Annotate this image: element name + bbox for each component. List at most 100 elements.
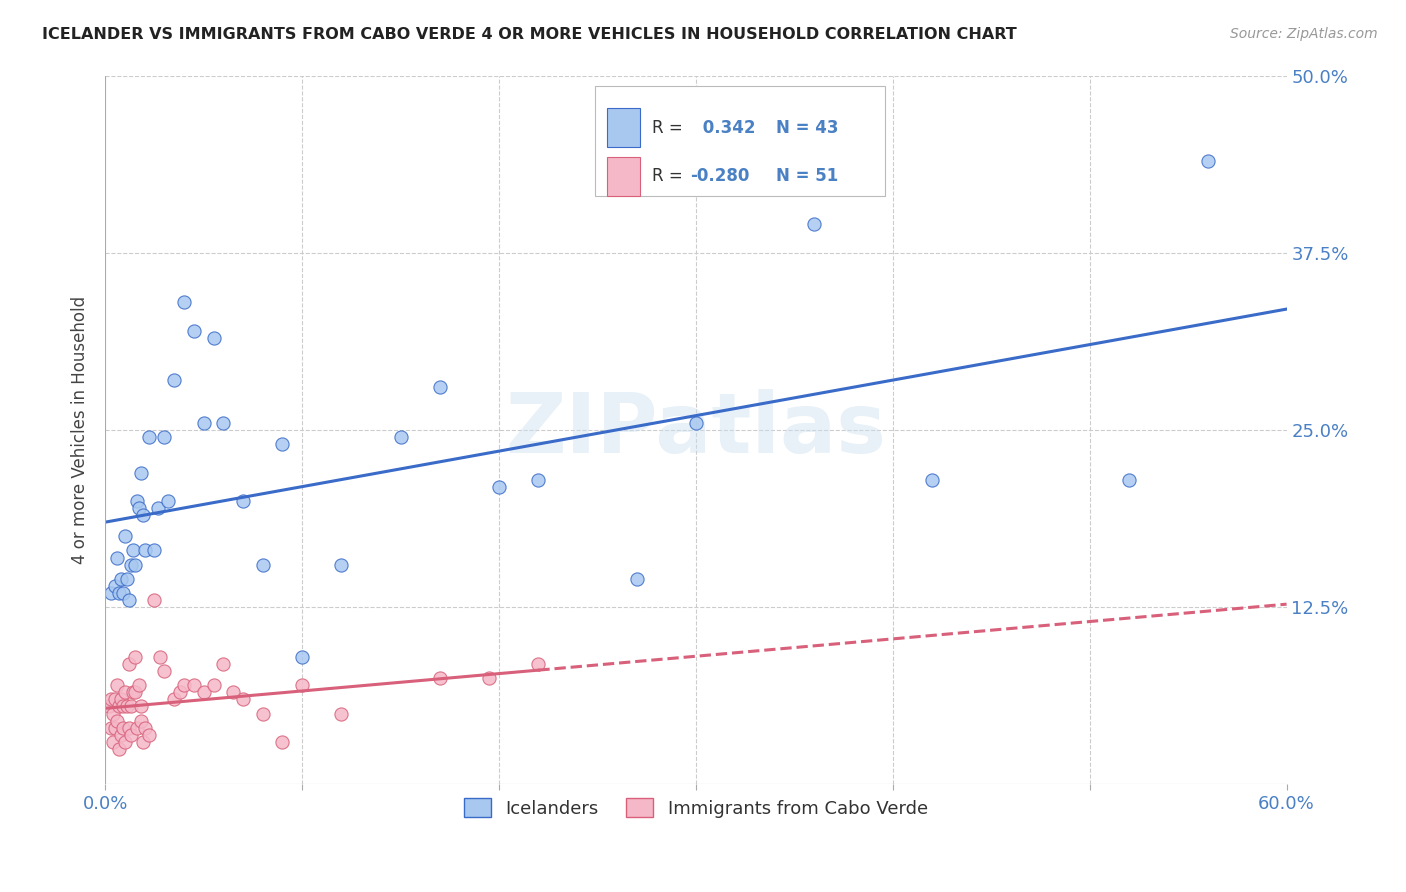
Point (527, 657, 550, 671)
Point (153, 664, 176, 678)
Point (1197, 153, 1219, 168)
Point (271, 437, 294, 451)
Point (114, 735, 136, 749)
Point (129, 466, 152, 480)
Text: 0.342: 0.342 (697, 119, 755, 136)
FancyBboxPatch shape (596, 87, 884, 196)
Point (173, 678, 195, 692)
Point (138, 430, 160, 444)
Point (120, 728, 142, 742)
Point (193, 416, 215, 430)
Point (118, 593, 141, 607)
Text: ZIPatlas: ZIPatlas (505, 390, 886, 470)
Legend: Icelanders, Immigrants from Cabo Verde: Icelanders, Immigrants from Cabo Verde (457, 791, 935, 825)
Y-axis label: 4 or more Vehicles in Household: 4 or more Vehicles in Household (72, 296, 89, 564)
Point (222, 685, 245, 699)
Point (148, 500, 170, 515)
Point (104, 721, 127, 735)
Text: R =: R = (652, 168, 688, 186)
Text: N = 43: N = 43 (776, 119, 839, 136)
Point (131, 735, 153, 749)
Point (271, 735, 294, 749)
Text: ICELANDER VS IMMIGRANTS FROM CABO VERDE 4 OR MORE VEHICLES IN HOUSEHOLD CORRELAT: ICELANDER VS IMMIGRANTS FROM CABO VERDE … (42, 27, 1017, 42)
Point (921, 473, 943, 487)
Point (803, 218, 825, 232)
Text: N = 51: N = 51 (776, 168, 838, 186)
Point (118, 721, 141, 735)
Point (157, 494, 180, 508)
Point (527, 473, 550, 487)
Point (626, 572, 648, 586)
Point (169, 685, 191, 699)
Point (131, 508, 153, 522)
Point (173, 295, 195, 310)
Point (193, 685, 215, 699)
Point (104, 579, 127, 593)
Point (202, 331, 225, 345)
Point (111, 586, 134, 600)
Point (118, 657, 141, 671)
Point (105, 714, 128, 728)
Point (143, 543, 166, 558)
Point (128, 500, 150, 515)
Point (183, 324, 205, 338)
Point (100, 586, 122, 600)
Point (685, 416, 707, 430)
Point (1118, 473, 1140, 487)
Point (389, 430, 412, 444)
Point (115, 572, 138, 586)
Point (183, 678, 205, 692)
Point (429, 671, 451, 685)
Point (232, 494, 254, 508)
Point (121, 543, 143, 558)
Point (153, 430, 176, 444)
Point (124, 558, 146, 572)
Point (120, 699, 142, 714)
Point (163, 373, 186, 387)
Point (291, 649, 314, 664)
Bar (607, 157, 640, 195)
Point (134, 721, 156, 735)
Point (108, 586, 131, 600)
Point (212, 416, 235, 430)
Point (120, 558, 142, 572)
Point (202, 678, 225, 692)
Point (105, 550, 128, 565)
Point (129, 714, 152, 728)
Point (138, 728, 160, 742)
Point (111, 699, 134, 714)
Point (105, 678, 128, 692)
Point (115, 699, 138, 714)
Point (104, 692, 127, 706)
Point (291, 678, 314, 692)
Point (98, 699, 121, 714)
Point (114, 529, 136, 543)
Point (212, 657, 235, 671)
Text: Source: ZipAtlas.com: Source: ZipAtlas.com (1230, 27, 1378, 41)
Point (128, 678, 150, 692)
Point (110, 572, 132, 586)
Point (111, 721, 134, 735)
Point (101, 735, 124, 749)
Point (330, 706, 353, 721)
Text: R =: R = (652, 119, 688, 136)
Point (232, 692, 254, 706)
Point (252, 558, 274, 572)
Point (252, 706, 274, 721)
Point (125, 494, 148, 508)
Point (108, 699, 131, 714)
Point (129, 699, 152, 714)
Point (429, 380, 451, 394)
Point (163, 692, 186, 706)
Point (108, 742, 131, 756)
Point (100, 692, 122, 706)
Point (101, 706, 124, 721)
Point (143, 593, 166, 607)
Point (488, 480, 510, 494)
Point (478, 671, 501, 685)
Text: -0.280: -0.280 (690, 168, 749, 186)
Point (124, 649, 146, 664)
Point (125, 721, 148, 735)
Point (124, 685, 146, 699)
Point (110, 692, 132, 706)
